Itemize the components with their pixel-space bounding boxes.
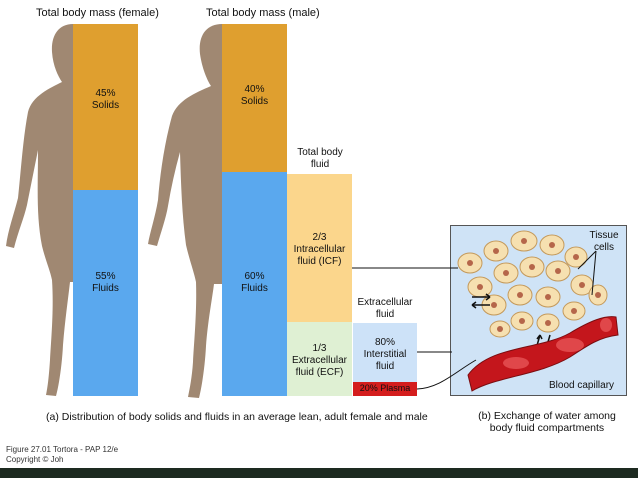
- blood-capillary-label: Blood capillary: [549, 380, 615, 391]
- interstitial-bar: [353, 323, 417, 382]
- caption-b: (b) Exchange of water among body fluid co…: [478, 410, 616, 435]
- plasma-label: 20% Plasma: [359, 383, 411, 393]
- copyright-credit: Copyright © Joh: [6, 455, 64, 464]
- female-title: Total body mass (female): [36, 7, 159, 19]
- caption-a: (a) Distribution of body solids and flui…: [46, 411, 428, 423]
- male-solids-bar: [222, 24, 287, 172]
- interstitial-label: 80% Interstitial fluid: [363, 337, 407, 372]
- icf-bar: [287, 174, 352, 322]
- panel-b-illustration: [457, 230, 619, 392]
- ecf-label: 1/3 Extracellular fluid (ECF): [291, 343, 348, 378]
- capillary-vessel: [467, 316, 619, 392]
- female-solids-bar: [73, 24, 138, 190]
- female-solids-label: 45% Solids: [91, 88, 120, 111]
- ecf-bar: [287, 322, 352, 396]
- cell-nuclei: [467, 238, 601, 332]
- male-fluids-bar: [222, 172, 287, 396]
- icf-label: 2/3 Intracellular fluid (ICF): [293, 232, 346, 267]
- tissue-cells-label: Tissue cells: [589, 230, 619, 253]
- total-fluid-title: Total body fluid: [297, 147, 343, 170]
- figure-credit: Figure 27.01 Tortora - PAP 12/e: [6, 445, 119, 454]
- extracellular-title: Extracellular fluid: [357, 297, 413, 320]
- female-fluids-label: 55% Fluids: [92, 271, 119, 294]
- male-silhouette: [148, 24, 222, 398]
- female-silhouette: [6, 24, 73, 396]
- male-solids-label: 40% Solids: [240, 84, 269, 107]
- tissue-cells-pointers: [577, 250, 597, 296]
- plasma-bar: [353, 382, 417, 396]
- female-fluids-bar: [73, 190, 138, 396]
- male-fluids-label: 60% Fluids: [241, 271, 268, 294]
- male-title: Total body mass (male): [206, 7, 320, 19]
